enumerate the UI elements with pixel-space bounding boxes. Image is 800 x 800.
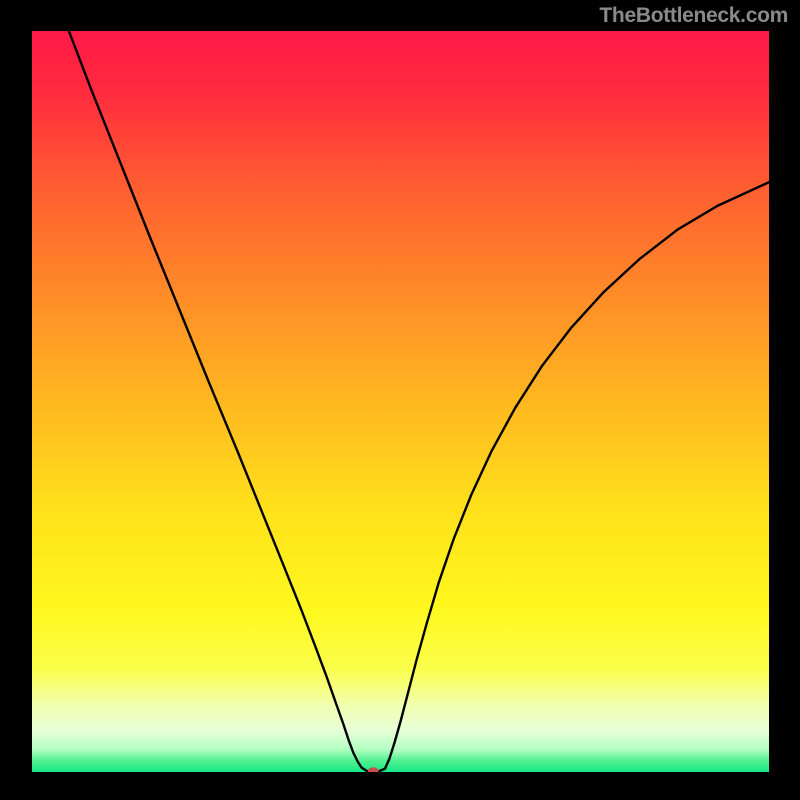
gradient-background [32,31,769,772]
watermark-text: TheBottleneck.com [599,4,788,28]
bottleneck-curve-chart [32,31,769,772]
plot-area [32,31,769,772]
chart-root: TheBottleneck.com [0,0,800,800]
